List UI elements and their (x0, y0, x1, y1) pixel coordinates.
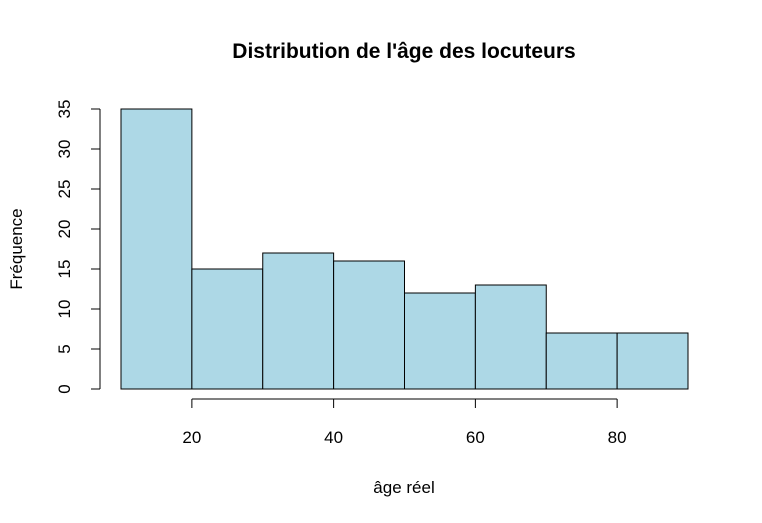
y-tick-label: 0 (55, 384, 74, 393)
histogram-bar-5 (404, 292, 476, 390)
chart-title: Distribution de l'âge des locuteurs (232, 40, 575, 63)
histogram-bar-7 (545, 332, 618, 390)
x-tick-label: 20 (182, 428, 201, 447)
x-tick-label: 40 (324, 428, 343, 447)
y-axis-label: Fréquence (7, 208, 26, 289)
y-tick-label: 25 (55, 180, 74, 199)
y-tick-label: 20 (55, 220, 74, 239)
y-tick-label: 15 (55, 260, 74, 279)
histogram-bar-4 (333, 260, 405, 390)
y-tick-label: 5 (55, 344, 74, 353)
x-tick-label: 80 (608, 428, 627, 447)
x-axis: 20 40 60 80 (182, 398, 627, 447)
x-tick-label: 60 (466, 428, 485, 447)
histogram-bar-6 (474, 284, 547, 390)
histogram-bar-3 (262, 252, 335, 390)
histogram-bar-2 (191, 268, 264, 390)
y-tick-label: 30 (55, 140, 74, 159)
histogram-bar-8 (616, 332, 689, 390)
y-axis: 0 5 10 15 20 25 30 35 (55, 100, 101, 394)
bars-group (120, 108, 689, 390)
y-tick-label: 10 (55, 300, 74, 319)
x-axis-label: âge réel (373, 478, 434, 497)
y-tick-label: 35 (55, 100, 74, 119)
histogram-bar-1 (120, 108, 193, 390)
